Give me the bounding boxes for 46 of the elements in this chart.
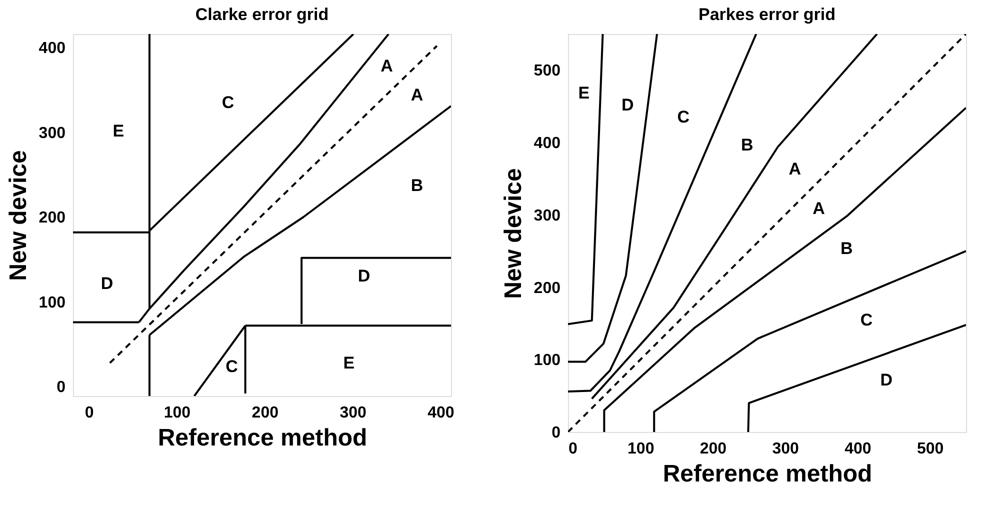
annotation: A <box>410 86 424 105</box>
y-axis-title: New device <box>500 168 527 299</box>
annotation: C <box>677 108 690 127</box>
annotation: D <box>622 96 634 115</box>
annotation: C <box>860 310 873 330</box>
y-tick-label: 400 <box>534 135 561 152</box>
x-tick-label: 100 <box>628 440 654 458</box>
x-tick-label: 400 <box>428 404 454 422</box>
y-tick-label: 0 <box>552 424 561 442</box>
annotation: A <box>812 199 825 218</box>
x-tick-label: 300 <box>772 440 800 458</box>
annotation: E <box>578 84 590 103</box>
x-tick-label: 100 <box>164 404 191 422</box>
y-tick-label: 200 <box>534 280 561 297</box>
y-tick-label: 100 <box>534 352 561 370</box>
y-tick-label: 400 <box>38 40 66 58</box>
annotation: A <box>380 56 393 76</box>
chart-title: Parkes error grid <box>698 5 836 24</box>
annotation: B <box>410 176 424 196</box>
x-axis-title: Reference method <box>662 460 872 488</box>
chart-title: Clarke error grid <box>195 5 329 24</box>
x-tick-label: 200 <box>700 440 727 458</box>
y-tick-label: 500 <box>534 62 561 80</box>
annotation: B <box>740 135 754 154</box>
annotation: C <box>226 357 238 376</box>
annotation: C <box>222 92 234 112</box>
annotation: B <box>840 238 853 258</box>
y-tick-label: 100 <box>38 294 66 312</box>
x-tick-label: 0 <box>84 404 94 422</box>
y-tick-label: 200 <box>38 210 66 227</box>
x-tick-label: 0 <box>568 440 578 458</box>
annotation: E <box>343 353 355 372</box>
x-tick-label: 400 <box>844 440 872 458</box>
y-axis-title: New device <box>4 150 32 281</box>
y-tick-label: 300 <box>534 207 561 224</box>
x-tick-label: 200 <box>252 404 279 422</box>
annotation: E <box>112 122 124 141</box>
annotation: A <box>788 159 801 178</box>
y-tick-label: 0 <box>56 379 66 396</box>
annotation: D <box>100 274 114 293</box>
x-tick-label: 500 <box>916 440 944 458</box>
annotation: D <box>358 266 370 286</box>
x-axis-title: Reference method <box>158 424 368 452</box>
x-tick-label: 300 <box>340 404 366 422</box>
annotation: D <box>880 370 893 390</box>
y-tick-label: 300 <box>38 124 66 142</box>
